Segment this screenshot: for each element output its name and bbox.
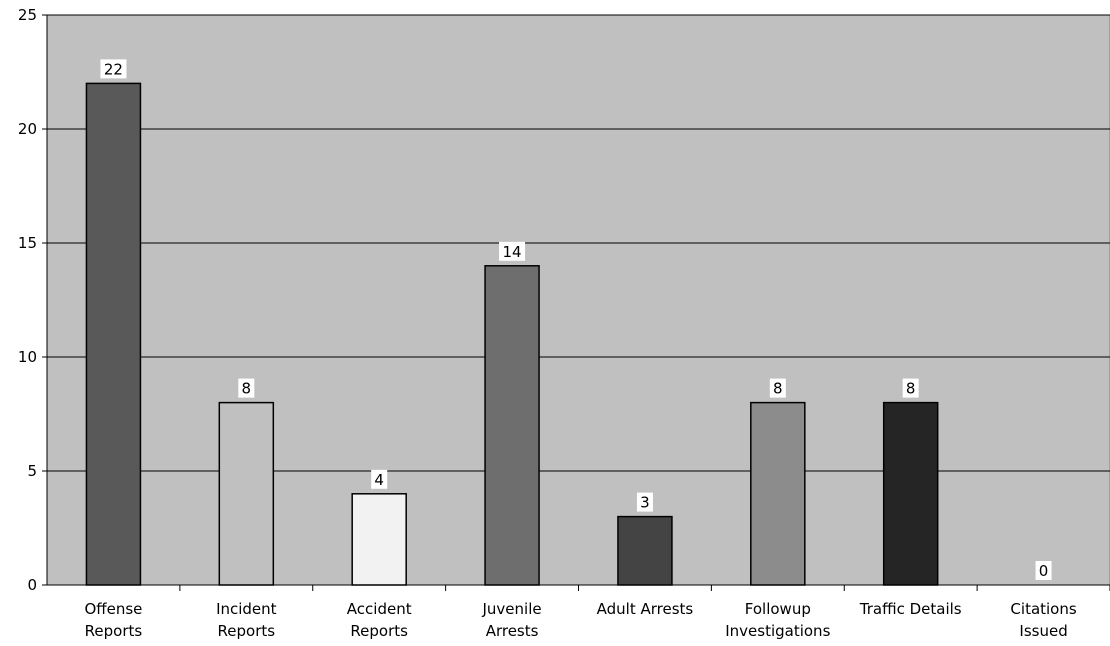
- x-category-label: Citations Issued: [1010, 600, 1076, 640]
- y-axis-ticks: 0 5 10 15 20 25: [18, 6, 47, 594]
- x-category-label-line: Incident: [216, 600, 277, 618]
- y-tick-label: 15: [18, 234, 37, 252]
- data-label: 8: [773, 380, 783, 398]
- data-label: 0: [1039, 562, 1049, 580]
- y-tick-label: 25: [18, 6, 37, 24]
- bar: [882, 401, 939, 586]
- data-labels: 22 8 4 14 3 8 8 0: [100, 59, 1052, 580]
- data-label: 22: [104, 60, 123, 78]
- x-category-label: Accident Reports: [347, 600, 412, 640]
- data-label-bg: [1035, 561, 1052, 580]
- x-category-label: Offense Reports: [84, 600, 142, 640]
- bar: [351, 493, 407, 586]
- bar: [750, 401, 806, 586]
- y-tick-label: 5: [27, 462, 37, 480]
- x-category-label-line: Reports: [350, 622, 408, 640]
- data-label-bg: [499, 241, 526, 261]
- x-category-label-line: Followup: [745, 600, 811, 618]
- bar: [617, 515, 673, 586]
- x-category-label-line: Citations: [1010, 600, 1076, 618]
- x-category-label-line: Investigations: [725, 622, 830, 640]
- x-category-label: Traffic Details: [859, 600, 962, 618]
- data-label: 3: [640, 494, 650, 512]
- x-category-label-line: Juvenile: [482, 600, 542, 618]
- bar: [218, 401, 275, 586]
- x-category-label: Followup Investigations: [725, 600, 830, 640]
- bar: [484, 265, 540, 586]
- y-tick-label: 20: [18, 120, 37, 138]
- data-label-bg: [371, 469, 388, 489]
- data-label-bg: [902, 378, 919, 398]
- x-category-label-line: Accident: [347, 600, 412, 618]
- x-category-label: Incident Reports: [216, 600, 277, 640]
- x-category-label: Adult Arrests: [597, 600, 694, 618]
- data-label: 4: [374, 471, 384, 489]
- x-category-label-line: Reports: [218, 622, 276, 640]
- x-axis-ticks: Offense Reports Incident Reports Accident Rep…: [84, 585, 1110, 640]
- data-label-bg: [636, 492, 653, 512]
- data-label-bg: [238, 378, 255, 398]
- bars: [85, 82, 939, 586]
- x-category-label-line: Traffic Details: [859, 600, 962, 618]
- x-category-label-line: Issued: [1019, 622, 1067, 640]
- x-category-label: Juvenile Arrests: [482, 600, 542, 640]
- data-label: 8: [906, 380, 916, 398]
- data-label-bg: [100, 59, 127, 79]
- data-label: 14: [503, 243, 522, 261]
- bar: [85, 82, 142, 586]
- y-tick-label: 10: [18, 348, 37, 366]
- x-category-label-line: Arrests: [486, 622, 539, 640]
- plot-area: [46, 14, 1110, 586]
- x-category-label-line: Offense: [84, 600, 142, 618]
- data-label-bg: [769, 378, 786, 398]
- y-tick-label: 0: [27, 576, 37, 594]
- data-label: 8: [242, 380, 252, 398]
- x-category-label-line: Adult Arrests: [597, 600, 694, 618]
- x-category-label-line: Reports: [85, 622, 143, 640]
